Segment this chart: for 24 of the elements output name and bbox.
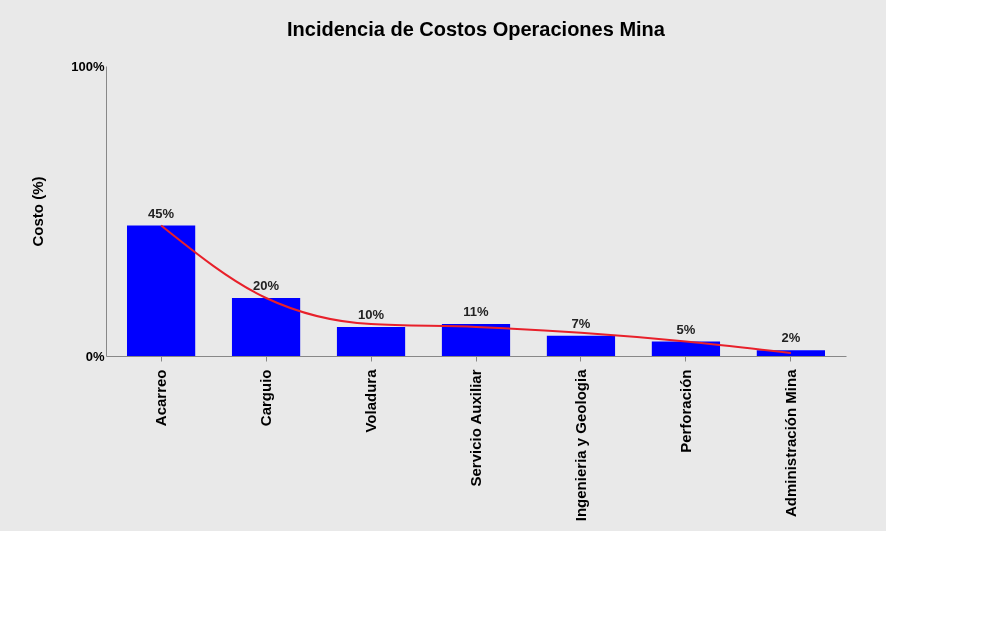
bar bbox=[336, 327, 406, 356]
x-tick-label: Voladura bbox=[362, 368, 380, 433]
data-label: 10% bbox=[358, 307, 385, 322]
x-tick-label: Administración Mina bbox=[781, 368, 799, 518]
x-tick-label: Carguio bbox=[257, 369, 275, 427]
data-label: 7% bbox=[571, 315, 591, 331]
y-axis-title: Costo (%) bbox=[29, 176, 47, 247]
x-tick-label: Servicio Auxiliar bbox=[467, 369, 484, 487]
bar bbox=[126, 225, 196, 356]
chart-title: Incidencia de Costos Operaciones Mina bbox=[287, 18, 666, 40]
data-label: 11% bbox=[463, 304, 490, 320]
bar bbox=[546, 335, 616, 356]
y-tick-label: 100% bbox=[71, 58, 105, 74]
y-tick-label: 0% bbox=[85, 348, 105, 364]
x-tick-label: Perforación bbox=[676, 369, 694, 453]
bar bbox=[651, 341, 721, 356]
data-label: 45% bbox=[148, 205, 175, 221]
x-tick-label: Ingenieria y Geologia bbox=[571, 368, 589, 522]
x-tick-label: Acarreo bbox=[152, 369, 170, 427]
bar bbox=[441, 324, 511, 356]
data-label: 20% bbox=[253, 278, 280, 293]
bar bbox=[231, 298, 301, 356]
data-label: 5% bbox=[676, 321, 696, 337]
data-label: 2% bbox=[781, 330, 801, 346]
